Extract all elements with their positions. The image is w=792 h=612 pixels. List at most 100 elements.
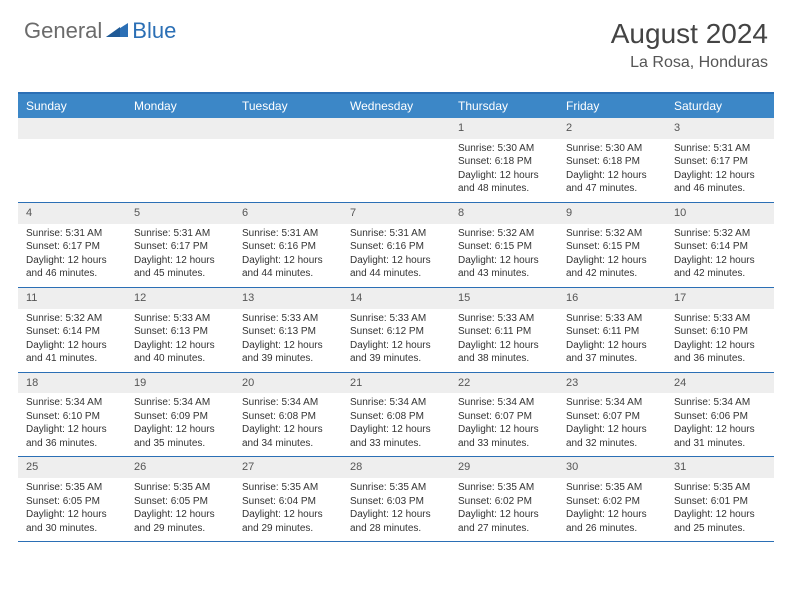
day-number: 26 — [126, 457, 234, 478]
day-number: 18 — [18, 373, 126, 394]
sunrise-text: Sunrise: 5:32 AM — [26, 312, 118, 326]
day-body: Sunrise: 5:33 AMSunset: 6:10 PMDaylight:… — [666, 309, 774, 372]
day-number: 4 — [18, 203, 126, 224]
daylight-text: Daylight: 12 hours and 38 minutes. — [458, 339, 550, 366]
day-cell — [18, 118, 126, 202]
sunrise-text: Sunrise: 5:31 AM — [350, 227, 442, 241]
weeks-container: 1Sunrise: 5:30 AMSunset: 6:18 PMDaylight… — [18, 118, 774, 542]
day-header: Thursday — [450, 94, 558, 118]
day-number: 20 — [234, 373, 342, 394]
day-cell: 13Sunrise: 5:33 AMSunset: 6:13 PMDayligh… — [234, 288, 342, 372]
day-cell — [234, 118, 342, 202]
daylight-text: Daylight: 12 hours and 33 minutes. — [350, 423, 442, 450]
sunrise-text: Sunrise: 5:34 AM — [458, 396, 550, 410]
day-number: 11 — [18, 288, 126, 309]
daylight-text: Daylight: 12 hours and 46 minutes. — [674, 169, 766, 196]
daylight-text: Daylight: 12 hours and 45 minutes. — [134, 254, 226, 281]
day-number: 3 — [666, 118, 774, 139]
sunrise-text: Sunrise: 5:31 AM — [242, 227, 334, 241]
sunrise-text: Sunrise: 5:35 AM — [674, 481, 766, 495]
day-number: 14 — [342, 288, 450, 309]
sunrise-text: Sunrise: 5:33 AM — [566, 312, 658, 326]
day-header: Tuesday — [234, 94, 342, 118]
day-header: Sunday — [18, 94, 126, 118]
day-cell: 11Sunrise: 5:32 AMSunset: 6:14 PMDayligh… — [18, 288, 126, 372]
day-number: 1 — [450, 118, 558, 139]
week-row: 11Sunrise: 5:32 AMSunset: 6:14 PMDayligh… — [18, 288, 774, 373]
day-body: Sunrise: 5:33 AMSunset: 6:11 PMDaylight:… — [558, 309, 666, 372]
day-cell: 21Sunrise: 5:34 AMSunset: 6:08 PMDayligh… — [342, 373, 450, 457]
daylight-text: Daylight: 12 hours and 28 minutes. — [350, 508, 442, 535]
day-header: Friday — [558, 94, 666, 118]
logo: General Blue — [24, 18, 176, 44]
day-body — [234, 139, 342, 197]
sunrise-text: Sunrise: 5:34 AM — [674, 396, 766, 410]
day-number: 15 — [450, 288, 558, 309]
day-body: Sunrise: 5:32 AMSunset: 6:14 PMDaylight:… — [18, 309, 126, 372]
sunset-text: Sunset: 6:05 PM — [134, 495, 226, 509]
day-body: Sunrise: 5:31 AMSunset: 6:17 PMDaylight:… — [126, 224, 234, 287]
daylight-text: Daylight: 12 hours and 44 minutes. — [350, 254, 442, 281]
sunset-text: Sunset: 6:14 PM — [674, 240, 766, 254]
daylight-text: Daylight: 12 hours and 31 minutes. — [674, 423, 766, 450]
day-cell: 5Sunrise: 5:31 AMSunset: 6:17 PMDaylight… — [126, 203, 234, 287]
day-cell: 30Sunrise: 5:35 AMSunset: 6:02 PMDayligh… — [558, 457, 666, 541]
sunset-text: Sunset: 6:15 PM — [458, 240, 550, 254]
sunrise-text: Sunrise: 5:35 AM — [350, 481, 442, 495]
day-body: Sunrise: 5:32 AMSunset: 6:15 PMDaylight:… — [558, 224, 666, 287]
day-number: 28 — [342, 457, 450, 478]
sunset-text: Sunset: 6:11 PM — [458, 325, 550, 339]
day-cell: 31Sunrise: 5:35 AMSunset: 6:01 PMDayligh… — [666, 457, 774, 541]
daylight-text: Daylight: 12 hours and 42 minutes. — [566, 254, 658, 281]
day-cell: 17Sunrise: 5:33 AMSunset: 6:10 PMDayligh… — [666, 288, 774, 372]
sunrise-text: Sunrise: 5:34 AM — [242, 396, 334, 410]
day-body: Sunrise: 5:35 AMSunset: 6:05 PMDaylight:… — [18, 478, 126, 541]
daylight-text: Daylight: 12 hours and 26 minutes. — [566, 508, 658, 535]
day-cell: 22Sunrise: 5:34 AMSunset: 6:07 PMDayligh… — [450, 373, 558, 457]
day-number: 6 — [234, 203, 342, 224]
daylight-text: Daylight: 12 hours and 30 minutes. — [26, 508, 118, 535]
daylight-text: Daylight: 12 hours and 37 minutes. — [566, 339, 658, 366]
day-cell: 3Sunrise: 5:31 AMSunset: 6:17 PMDaylight… — [666, 118, 774, 202]
day-cell: 24Sunrise: 5:34 AMSunset: 6:06 PMDayligh… — [666, 373, 774, 457]
sunrise-text: Sunrise: 5:35 AM — [26, 481, 118, 495]
day-cell: 14Sunrise: 5:33 AMSunset: 6:12 PMDayligh… — [342, 288, 450, 372]
day-body: Sunrise: 5:33 AMSunset: 6:12 PMDaylight:… — [342, 309, 450, 372]
logo-text-general: General — [24, 18, 102, 44]
logo-text-blue: Blue — [132, 18, 176, 44]
day-body: Sunrise: 5:31 AMSunset: 6:17 PMDaylight:… — [666, 139, 774, 202]
day-cell: 25Sunrise: 5:35 AMSunset: 6:05 PMDayligh… — [18, 457, 126, 541]
day-cell: 20Sunrise: 5:34 AMSunset: 6:08 PMDayligh… — [234, 373, 342, 457]
sunset-text: Sunset: 6:05 PM — [26, 495, 118, 509]
sunrise-text: Sunrise: 5:33 AM — [134, 312, 226, 326]
daylight-text: Daylight: 12 hours and 41 minutes. — [26, 339, 118, 366]
day-number: 31 — [666, 457, 774, 478]
day-body: Sunrise: 5:34 AMSunset: 6:08 PMDaylight:… — [234, 393, 342, 456]
daylight-text: Daylight: 12 hours and 35 minutes. — [134, 423, 226, 450]
daylight-text: Daylight: 12 hours and 43 minutes. — [458, 254, 550, 281]
sunset-text: Sunset: 6:14 PM — [26, 325, 118, 339]
day-body: Sunrise: 5:34 AMSunset: 6:10 PMDaylight:… — [18, 393, 126, 456]
sunset-text: Sunset: 6:02 PM — [458, 495, 550, 509]
sunrise-text: Sunrise: 5:35 AM — [566, 481, 658, 495]
header: General Blue August 2024 La Rosa, Hondur… — [0, 0, 792, 84]
day-number: 25 — [18, 457, 126, 478]
sunrise-text: Sunrise: 5:32 AM — [458, 227, 550, 241]
sunrise-text: Sunrise: 5:34 AM — [26, 396, 118, 410]
daylight-text: Daylight: 12 hours and 29 minutes. — [242, 508, 334, 535]
daylight-text: Daylight: 12 hours and 34 minutes. — [242, 423, 334, 450]
sunset-text: Sunset: 6:06 PM — [674, 410, 766, 424]
day-body: Sunrise: 5:34 AMSunset: 6:09 PMDaylight:… — [126, 393, 234, 456]
week-row: 4Sunrise: 5:31 AMSunset: 6:17 PMDaylight… — [18, 203, 774, 288]
day-cell: 7Sunrise: 5:31 AMSunset: 6:16 PMDaylight… — [342, 203, 450, 287]
day-body — [18, 139, 126, 197]
day-body: Sunrise: 5:33 AMSunset: 6:13 PMDaylight:… — [126, 309, 234, 372]
sunrise-text: Sunrise: 5:30 AM — [566, 142, 658, 156]
sunset-text: Sunset: 6:10 PM — [26, 410, 118, 424]
daylight-text: Daylight: 12 hours and 29 minutes. — [134, 508, 226, 535]
day-cell: 26Sunrise: 5:35 AMSunset: 6:05 PMDayligh… — [126, 457, 234, 541]
sunrise-text: Sunrise: 5:32 AM — [674, 227, 766, 241]
day-number — [126, 118, 234, 139]
sunset-text: Sunset: 6:08 PM — [350, 410, 442, 424]
day-body: Sunrise: 5:34 AMSunset: 6:07 PMDaylight:… — [450, 393, 558, 456]
